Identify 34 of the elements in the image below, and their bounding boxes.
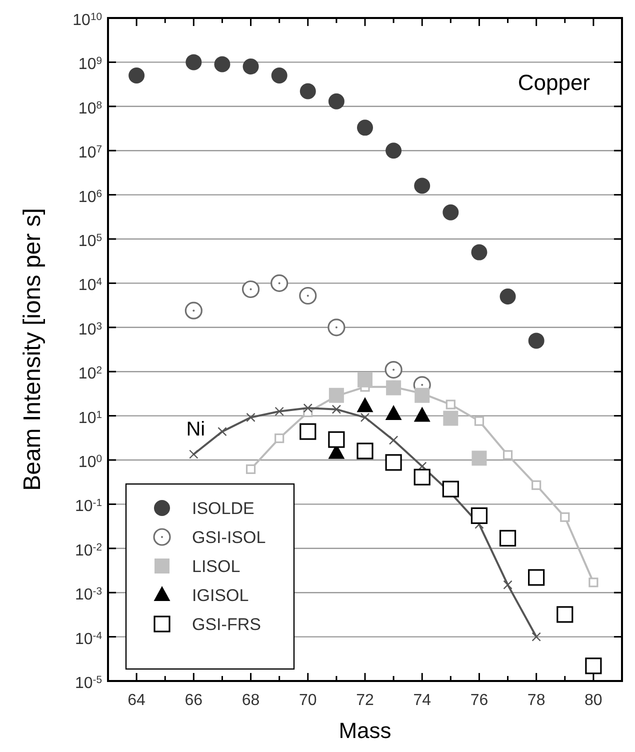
y-tick-label: 10$^{-2}$ [74, 542, 102, 560]
legend-label: LISOL [192, 557, 240, 576]
y-tick-label: 10$^{5}$ [78, 232, 102, 250]
legend-label: ISOLDE [192, 499, 254, 518]
y-tick-label: 10$^{10}$ [72, 12, 102, 29]
y-axis-title: Beam Intensity [ions per s] [19, 208, 46, 491]
y-tick-label: 10$^{2}$ [78, 365, 102, 383]
y-tick-label: 10$^{4}$ [78, 276, 102, 294]
y-tick-label: 10$^{9}$ [78, 56, 102, 74]
y-tick-label: 10$^{1}$ [78, 409, 102, 427]
x-tick-label: 66 [184, 692, 203, 709]
y-tick-label: 10$^{7}$ [78, 144, 102, 162]
y-tick-label: 10$^{0}$ [78, 454, 102, 471]
legend-label: GSI-FRS [192, 615, 261, 634]
x-tick-label: 76 [470, 692, 488, 709]
y-tick-label: 10$^{-4}$ [74, 630, 102, 648]
y-tick-label: 10$^{8}$ [78, 100, 102, 118]
legend-label: GSI-ISOL [192, 528, 266, 547]
x-tick-label: 80 [584, 692, 602, 709]
x-tick-label: 70 [298, 692, 317, 709]
x-tick-label: 68 [242, 692, 260, 709]
legend-label: IGISOL [192, 586, 249, 605]
x-tick-label: 74 [413, 692, 432, 709]
y-tick-label: 10$^{3}$ [78, 320, 102, 338]
x-tick-label: 78 [527, 692, 546, 709]
x-tick-label: 72 [356, 692, 374, 709]
series-label: Ni [186, 418, 206, 441]
y-tick-label: 10$^{-5}$ [74, 674, 102, 692]
y-tick-label: 10$^{-1}$ [74, 498, 102, 516]
x-tick-label: 64 [128, 692, 146, 709]
x-axis-title: Mass [338, 718, 392, 743]
annotation: Copper [518, 70, 590, 95]
y-tick-label: 10$^{6}$ [78, 188, 102, 206]
y-tick-label: 10$^{-3}$ [74, 586, 102, 604]
